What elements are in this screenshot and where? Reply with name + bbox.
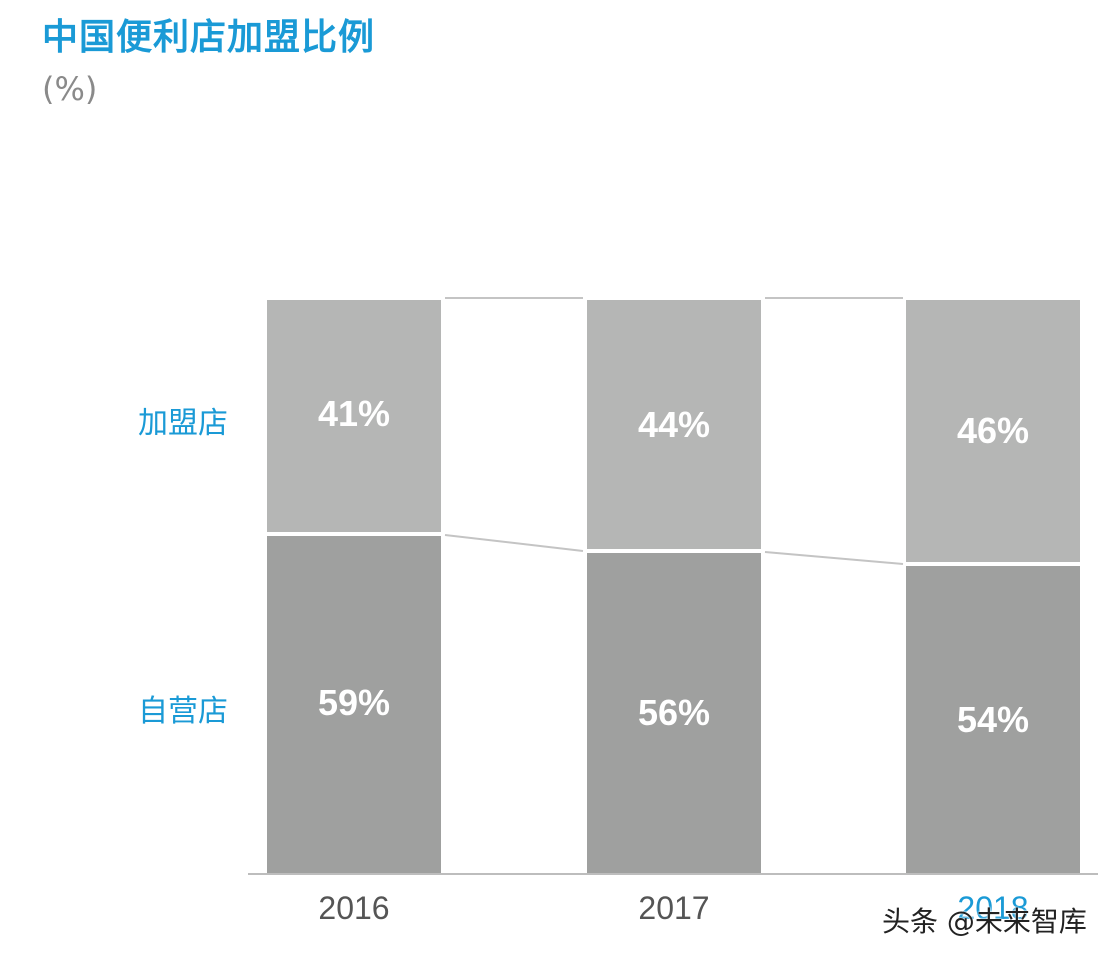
- value-label: 46%: [956, 410, 1030, 451]
- segment-franchise-2017: 44%: [587, 300, 761, 549]
- segment-self-2016: 59%: [267, 536, 441, 873]
- bar-2018: 46% 54%: [906, 300, 1080, 873]
- value-label: 41%: [317, 393, 391, 434]
- legend-label-franchise: 加盟店: [138, 406, 228, 441]
- value-label: 59%: [317, 681, 391, 723]
- chart-title: 中国便利店加盟比例: [42, 17, 376, 58]
- x-axis-line: [248, 873, 1098, 875]
- value-label: 56%: [637, 692, 711, 733]
- segment-franchise-2018: 46%: [906, 300, 1080, 562]
- x-tick-2016: 2016: [318, 890, 390, 926]
- segment-self-2017: 56%: [587, 553, 761, 873]
- value-label: 54%: [956, 698, 1030, 740]
- segment-self-2018: 54%: [906, 566, 1080, 873]
- segment-franchise-2016: 41%: [267, 300, 441, 532]
- bar-2017: 44% 56%: [587, 300, 761, 873]
- bar-2016: 41% 59%: [267, 300, 441, 873]
- watermark: 头条 @未来智库: [882, 905, 1087, 938]
- x-tick-2018: 2018: [957, 890, 1029, 926]
- value-label: 44%: [637, 403, 711, 445]
- x-tick-2017: 2017: [638, 890, 710, 926]
- legend-label-self-operated: 自营店: [138, 694, 228, 729]
- chart-unit: (%): [42, 70, 98, 108]
